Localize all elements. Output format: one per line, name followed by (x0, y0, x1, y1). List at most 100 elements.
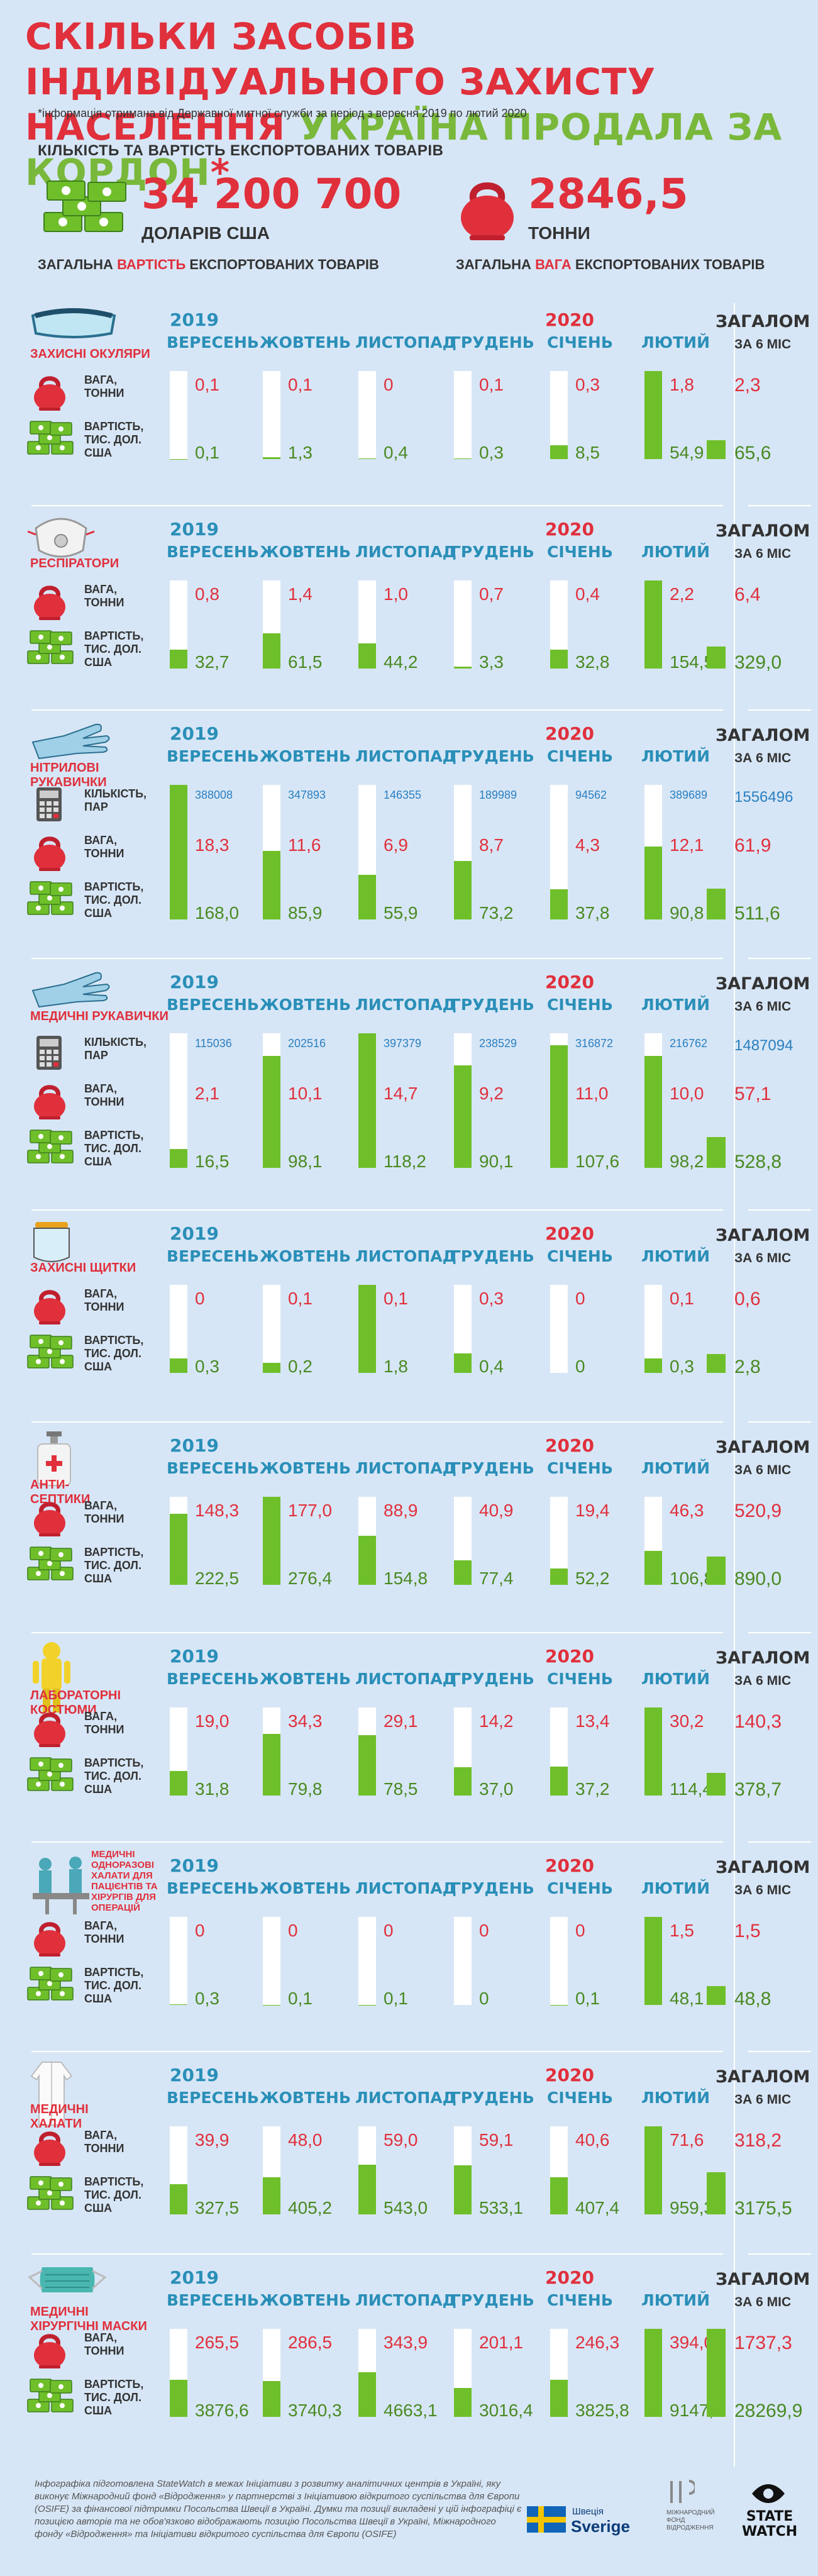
month-label: листопад (355, 1670, 456, 1688)
value-value: 154,8 (384, 1568, 428, 1588)
weight-value: 0,1 (384, 1289, 408, 1308)
year-label: 2019 (170, 519, 219, 540)
month-bar-fill (358, 1285, 376, 1373)
month-label: вересень (167, 2291, 259, 2309)
month-bar (358, 1497, 376, 1585)
calculator-icon (36, 1036, 62, 1070)
total-bar (707, 1557, 726, 1585)
total-heading: загалом (716, 1648, 810, 1668)
total-subheading: за 6 міс (734, 751, 792, 765)
weight-value: 71,6 (670, 2130, 704, 2150)
total-subheading: за 6 міс (734, 1883, 792, 1897)
qty-value: 216762 (670, 1037, 708, 1050)
section-separator (748, 1209, 811, 1211)
product-name: медичні хірургічні маски (30, 2305, 147, 2333)
value-value: 73,2 (479, 903, 514, 923)
weight-value: 0,1 (288, 1289, 312, 1308)
kettlebell-icon (461, 182, 514, 240)
weight-value: 0 (195, 1921, 205, 1940)
value-row-label: вартість, тис. дол. сша (84, 1334, 144, 1373)
month-bar-fill (644, 1917, 662, 2005)
value-value: 0 (575, 1357, 585, 1376)
month-bar (454, 1917, 472, 2005)
month-bar (644, 2329, 662, 2417)
year-label: 2020 (545, 309, 594, 330)
month-label: грудень (451, 2089, 534, 2107)
respirator-icon (27, 518, 95, 558)
month-label: вересень (167, 1879, 259, 1897)
year-label: 2019 (170, 1855, 219, 1876)
total-value: 511,6 (734, 903, 780, 924)
month-label: жовтень (260, 1879, 351, 1897)
weight-value: 0 (575, 1921, 585, 1940)
month-label: лютий (641, 996, 710, 1014)
month-bar-fill (454, 2387, 472, 2417)
total-value: 528,8 (734, 1152, 782, 1172)
month-bar-fill (263, 1497, 280, 1585)
value-value: 0,1 (384, 1989, 408, 2008)
value-value: 222,5 (195, 1568, 240, 1588)
weight-value: 29,1 (384, 1711, 418, 1731)
value-value: 98,2 (670, 1152, 704, 1171)
face-shield-icon (33, 1222, 70, 1262)
month-label: грудень (451, 1459, 534, 1477)
qty-value: 94562 (575, 789, 607, 801)
month-label: жовтень (260, 996, 351, 1014)
month-label: січень (547, 333, 613, 352)
statewatch-eye-icon (752, 2484, 785, 2503)
total-subheading: за 6 міс (734, 547, 792, 561)
total-qty: 1487094 (734, 1037, 793, 1054)
month-bar (644, 2126, 662, 2214)
value-value: 32,7 (195, 652, 229, 672)
month-bar-fill (644, 847, 662, 919)
month-bar (454, 580, 472, 669)
qty-row-label: кількість, пар (84, 787, 147, 813)
value-value: 0,1 (288, 1989, 312, 2008)
value-value: 90,8 (670, 903, 704, 923)
qty-value: 238529 (479, 1037, 517, 1050)
month-label: листопад (355, 543, 456, 561)
value-value: 0,2 (288, 1357, 312, 1376)
weight-value: 11,0 (575, 1084, 609, 1103)
value-value: 16,5 (195, 1152, 229, 1171)
month-label: січень (547, 1459, 613, 1477)
weight-value: 40,6 (575, 2130, 610, 2150)
month-label: грудень (451, 2291, 534, 2309)
product-name: захисні окуляри (30, 347, 150, 361)
month-bar-fill (170, 1771, 187, 1796)
value-value: 85,9 (288, 903, 323, 923)
total-subheading: за 6 міс (734, 2092, 792, 2107)
month-bar (454, 371, 472, 459)
month-bar (263, 785, 280, 919)
total-bar (707, 889, 726, 919)
month-label: січень (547, 747, 613, 765)
value-value: 959,3 (670, 2198, 714, 2218)
value-value: 0,3 (479, 443, 504, 462)
antiseptic-icon (37, 1431, 71, 1486)
calculator-icon (36, 787, 62, 821)
weight-value: 34,3 (288, 1711, 323, 1731)
kettlebell-icon (34, 2131, 65, 2166)
weight-value: 59,1 (479, 2130, 514, 2150)
value-value: 543,0 (384, 2198, 428, 2218)
month-bar-fill (550, 889, 568, 919)
month-bar-fill (170, 650, 187, 669)
value-value: 0,3 (195, 1357, 219, 1376)
value-value: 61,5 (288, 652, 323, 672)
weight-row-label: вага, тонни (84, 1499, 124, 1525)
total-bar (707, 440, 726, 459)
weight-value: 1,5 (670, 1921, 694, 1940)
year-label: 2020 (545, 1646, 594, 1667)
section-separator (31, 709, 723, 711)
month-bar (550, 2126, 568, 2214)
month-label: жовтень (260, 747, 351, 765)
month-bar-fill (170, 1358, 187, 1373)
value-row-label: вартість, тис. дол. сша (84, 2378, 144, 2417)
total-heading: загалом (716, 974, 810, 994)
weight-value: 0,1 (195, 375, 219, 394)
month-bar (454, 1033, 472, 1168)
year-label: 2020 (545, 519, 594, 540)
product-name: нітрилові рукавички (30, 761, 107, 789)
month-label: січень (547, 1247, 613, 1265)
weight-value: 1,0 (384, 584, 408, 604)
